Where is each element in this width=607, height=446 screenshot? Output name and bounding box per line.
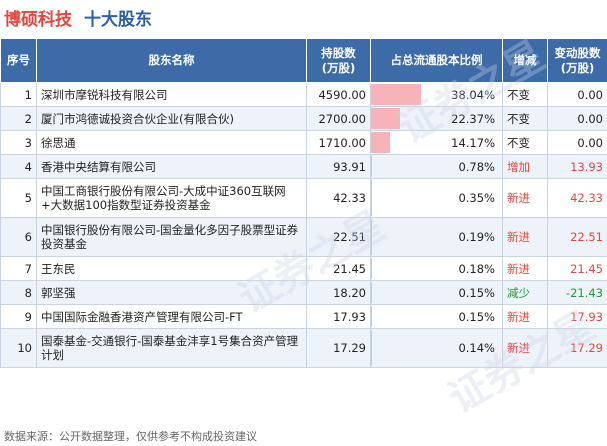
share-delta-cell: -21.43 <box>547 280 607 305</box>
col-delta-header: 变动股数 (万股) <box>547 38 607 83</box>
holder-name-cell: 徐思通 <box>36 130 307 155</box>
shares-cell: 21.45 <box>306 256 371 281</box>
rank-cell: 6 <box>0 217 37 257</box>
rank-cell: 4 <box>0 154 37 179</box>
table-header-row: 序号 股东名称 持股数 (万股) 占总流通股本比例 增减 变动股数 (万股) <box>0 38 607 83</box>
share-delta-cell: 0.00 <box>547 106 607 131</box>
change-status-cell: 不变 <box>502 82 548 107</box>
ratio-value: 0.14% <box>458 341 495 355</box>
ratio-value: 0.35% <box>458 191 495 205</box>
change-status-cell: 不变 <box>502 130 548 155</box>
table-row: 5 中国工商银行股份有限公司-大成中证360互联网+大数据100指数型证券投资基金… <box>0 178 607 218</box>
ratio-value: 0.15% <box>458 285 495 300</box>
ratio-value: 22.37% <box>451 111 495 126</box>
rank-cell: 10 <box>0 328 37 368</box>
share-delta-cell: 17.93 <box>547 304 607 329</box>
ratio-cell: 0.78% <box>370 154 503 179</box>
shares-cell: 17.29 <box>306 328 371 368</box>
ratio-cell: 0.15% <box>370 280 503 305</box>
ratio-cell: 0.14% <box>370 328 503 368</box>
col-rank-header: 序号 <box>0 38 37 83</box>
table-row: 7 王东民 21.45 0.18% 新进 21.45 <box>0 256 607 281</box>
company-title: 博硕科技 <box>4 9 72 30</box>
table-row: 2 厦门市鸿德诚投资合伙企业(有限合伙) 2700.00 22.37% 不变 0.00 <box>0 106 607 131</box>
share-delta-cell: 42.33 <box>547 178 607 218</box>
col-change-header: 增减 <box>502 38 548 83</box>
ratio-value: 0.15% <box>458 309 495 324</box>
shares-cell: 2700.00 <box>306 106 371 131</box>
ratio-cell: 0.35% <box>370 178 503 218</box>
shares-cell: 22.51 <box>306 217 371 257</box>
ratio-bar <box>371 132 390 153</box>
share-delta-cell: 21.45 <box>547 256 607 281</box>
shares-cell: 18.20 <box>306 280 371 305</box>
share-delta-cell: 0.00 <box>547 130 607 155</box>
ratio-value: 0.78% <box>458 159 495 174</box>
rank-cell: 1 <box>0 82 37 107</box>
change-status-cell: 不变 <box>502 106 548 131</box>
table-row: 1 深圳市摩锐科技有限公司 4590.00 38.04% 不变 0.00 <box>0 82 607 107</box>
holder-name-cell: 郭坚强 <box>36 280 307 305</box>
col-name-header: 股东名称 <box>36 38 307 83</box>
shares-cell: 17.93 <box>306 304 371 329</box>
rank-cell: 2 <box>0 106 37 131</box>
table-row: 8 郭坚强 18.20 0.15% 减少 -21.43 <box>0 280 607 305</box>
ratio-bar <box>371 108 401 129</box>
ratio-cell: 0.18% <box>370 256 503 281</box>
shares-cell: 93.91 <box>306 154 371 179</box>
change-status-cell: 减少 <box>502 280 548 305</box>
shares-cell: 4590.00 <box>306 82 371 107</box>
rank-cell: 9 <box>0 304 37 329</box>
change-status-cell: 新进 <box>502 328 548 368</box>
ratio-value: 38.04% <box>451 87 495 102</box>
rank-cell: 5 <box>0 178 37 218</box>
ratio-bar <box>371 84 421 105</box>
holder-name-cell: 深圳市摩锐科技有限公司 <box>36 82 307 107</box>
rank-cell: 3 <box>0 130 37 155</box>
holder-name-cell: 中国工商银行股份有限公司-大成中证360互联网+大数据100指数型证券投资基金 <box>36 178 307 218</box>
shareholders-table: 序号 股东名称 持股数 (万股) 占总流通股本比例 增减 变动股数 (万股) 1… <box>0 38 607 368</box>
change-status-cell: 增加 <box>502 154 548 179</box>
holder-name-cell: 香港中央结算有限公司 <box>36 154 307 179</box>
data-source-note: 数据来源：公开数据整理，仅供参考不构成投资建议 <box>4 430 257 443</box>
holder-name-cell: 中国银行股份有限公司-国金量化多因子股票型证券投资基金 <box>36 217 307 257</box>
col-shares-header: 持股数 (万股) <box>306 38 371 83</box>
share-delta-cell: 13.93 <box>547 154 607 179</box>
ratio-cell: 22.37% <box>370 106 503 131</box>
shares-cell: 42.33 <box>306 178 371 218</box>
table-row: 9 中国国际金融香港资产管理有限公司-FT 17.93 0.15% 新进 17.93 <box>0 304 607 329</box>
ratio-value: 0.19% <box>458 230 495 244</box>
ratio-cell: 38.04% <box>370 82 503 107</box>
ratio-value: 0.18% <box>458 261 495 276</box>
ratio-value: 14.17% <box>451 135 495 150</box>
table-row: 4 香港中央结算有限公司 93.91 0.78% 增加 13.93 <box>0 154 607 179</box>
holder-name-cell: 国泰基金-交通银行-国泰基金沣享1号集合资产管理计划 <box>36 328 307 368</box>
rank-cell: 7 <box>0 256 37 281</box>
share-delta-cell: 0.00 <box>547 82 607 107</box>
col-ratio-header: 占总流通股本比例 <box>370 38 503 83</box>
title-bar: 博硕科技 十大股东 <box>0 0 607 34</box>
ratio-cell: 0.15% <box>370 304 503 329</box>
change-status-cell: 新进 <box>502 304 548 329</box>
rank-cell: 8 <box>0 280 37 305</box>
ratio-cell: 0.19% <box>370 217 503 257</box>
table-row: 6 中国银行股份有限公司-国金量化多因子股票型证券投资基金 22.51 0.19% 新进… <box>0 217 607 257</box>
holder-name-cell: 厦门市鸿德诚投资合伙企业(有限合伙) <box>36 106 307 131</box>
holder-name-cell: 中国国际金融香港资产管理有限公司-FT <box>36 304 307 329</box>
shares-cell: 1710.00 <box>306 130 371 155</box>
change-status-cell: 新进 <box>502 256 548 281</box>
section-title: 十大股东 <box>84 9 152 30</box>
table-row: 10 国泰基金-交通银行-国泰基金沣享1号集合资产管理计划 17.29 0.14% 新进… <box>0 328 607 368</box>
change-status-cell: 新进 <box>502 217 548 257</box>
holder-name-cell: 王东民 <box>36 256 307 281</box>
table-row: 3 徐思通 1710.00 14.17% 不变 0.00 <box>0 130 607 155</box>
share-delta-cell: 22.51 <box>547 217 607 257</box>
ratio-cell: 14.17% <box>370 130 503 155</box>
change-status-cell: 新进 <box>502 178 548 218</box>
ratio-bar <box>371 156 373 177</box>
share-delta-cell: 17.29 <box>547 328 607 368</box>
